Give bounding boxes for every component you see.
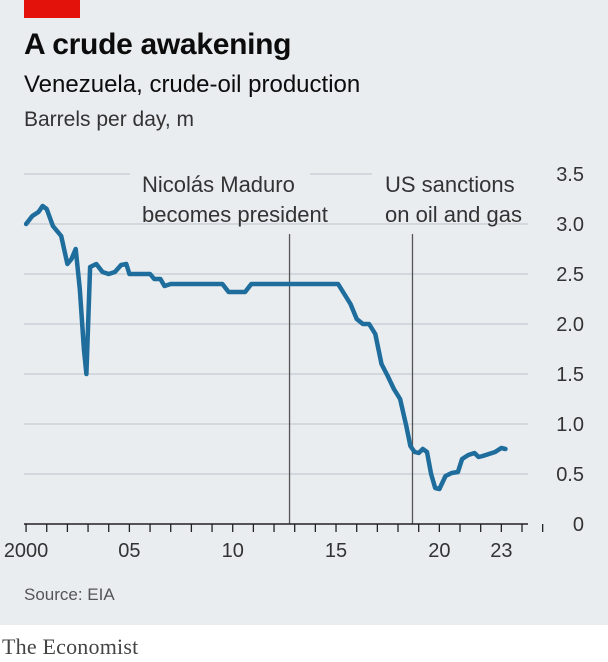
annotation-label: becomes president [142,202,328,227]
brand-accent-tag [24,0,80,18]
annotation-label: on oil and gas [385,202,522,227]
y-tick-label: 0 [573,514,584,536]
x-tick-label: 05 [118,540,140,562]
x-tick-label: 20 [428,540,450,562]
y-tick-label: 3.0 [556,214,584,236]
production-line [23,203,508,492]
source-note: Source: EIA [24,585,115,604]
annotation-label: Nicolás Maduro [142,172,295,197]
chart-unit-label: Barrels per day, m [24,108,194,131]
line-chart: 0 0.5 1.0 1.5 2.0 2.5 3.0 3.5 Nicolás Maduro beco… [4,164,584,562]
x-tick-label: 2000 [4,540,49,562]
y-tick-label: 2.0 [556,314,584,336]
publisher-logo: The Economist [2,634,139,659]
chart-title: A crude awakening [24,28,292,61]
chart-subtitle: Venezuela, crude-oil production [24,71,361,98]
x-tick-label: 23 [490,540,512,562]
x-tick-label: 15 [325,540,347,562]
y-tick-label: 2.5 [556,264,584,286]
y-tick-label: 0.5 [556,464,584,486]
y-tick-label: 3.5 [556,164,584,186]
y-tick-label: 1.5 [556,364,584,386]
annotation-label: US sanctions [385,172,515,197]
y-tick-label: 1.0 [556,414,584,436]
x-tick-label: 10 [222,540,244,562]
chart-panel [0,0,608,625]
